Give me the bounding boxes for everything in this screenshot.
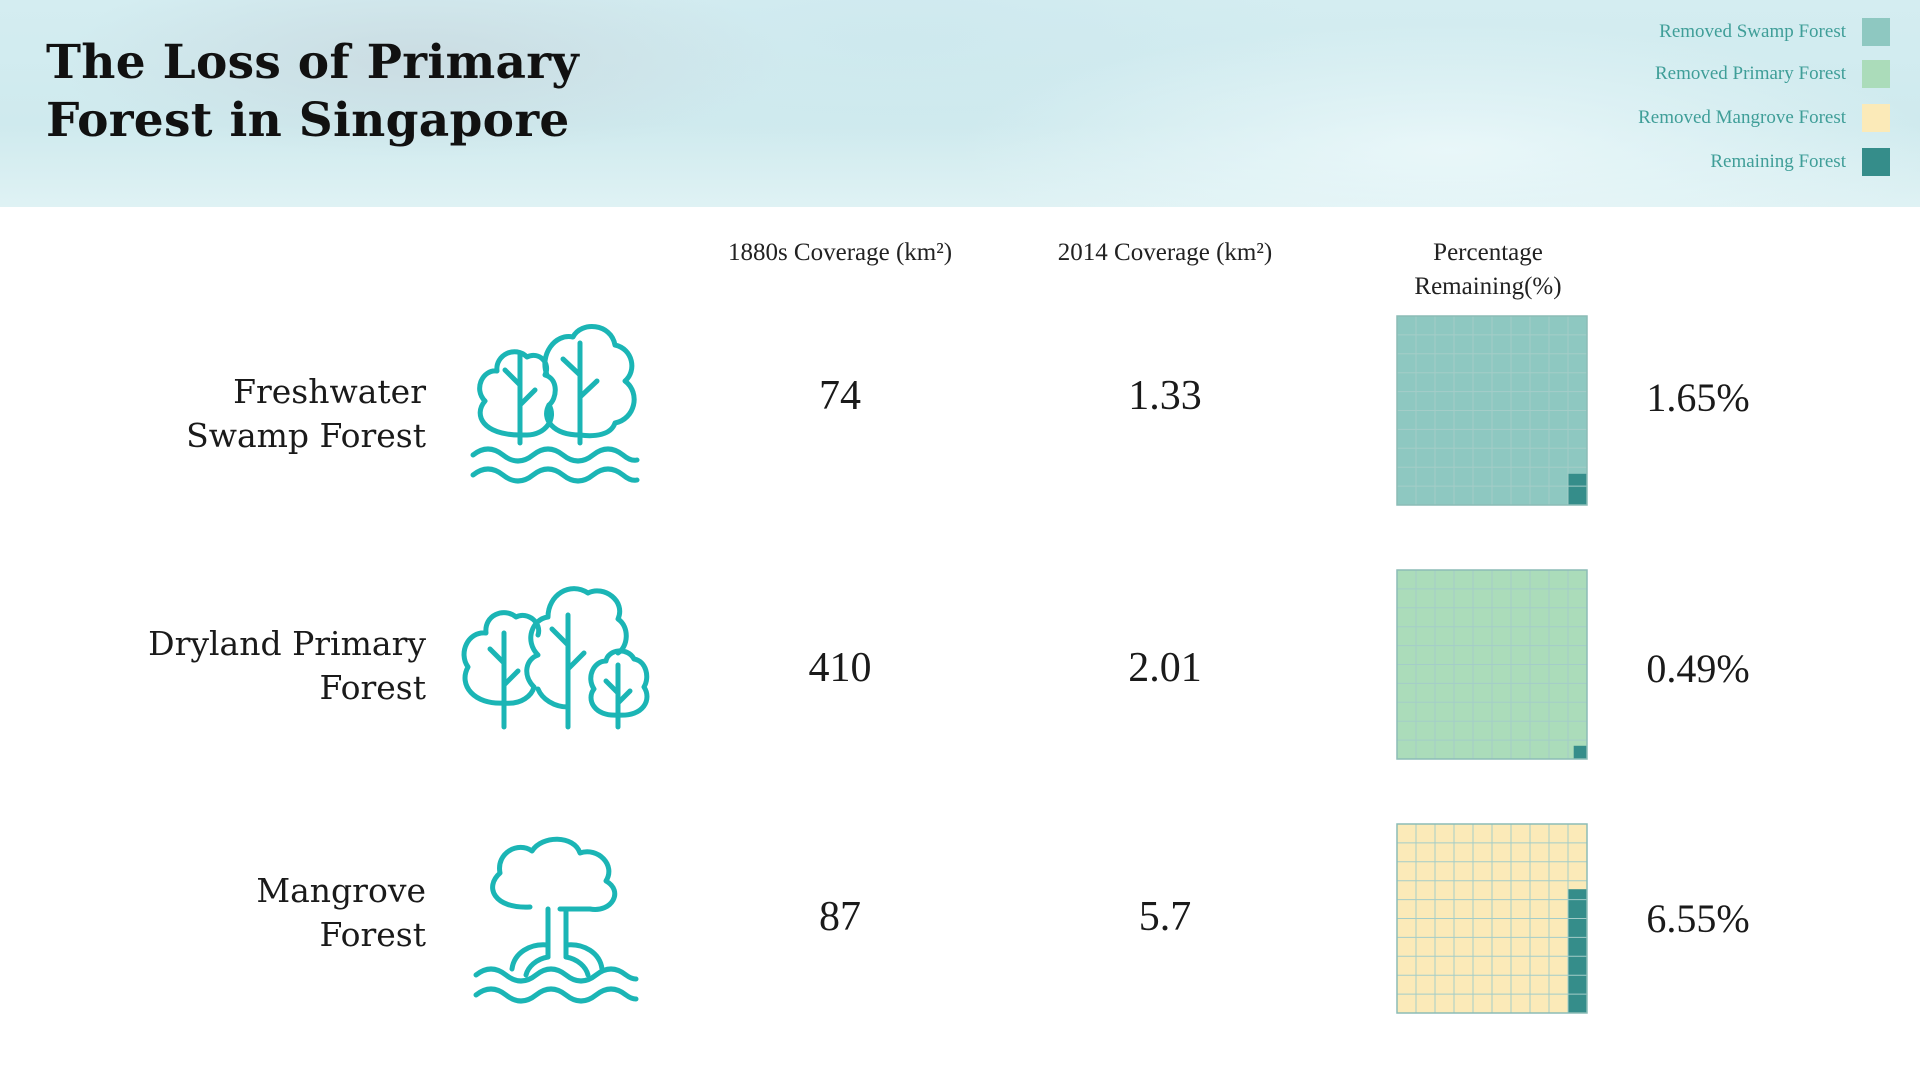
waffle-swamp [1396,315,1588,506]
legend-item-removed-primary: Removed Primary Forest [1655,60,1890,88]
waffle-remaining-partial-cell [1573,745,1587,759]
waffle-remaining-cell [1568,956,1587,976]
column-header-1880s: 1880s Coverage (km²) [727,239,953,266]
waffle-mangrove [1396,823,1588,1014]
value-2014-mangrove: 5.7 [1138,894,1192,940]
waffle-remaining-cell [1568,918,1587,938]
value-1880s-swamp: 74 [819,373,861,419]
waffle-dryland [1396,569,1588,760]
column-header-2014: 2014 Coverage (km²) [1057,239,1273,266]
legend-item-removed-mangrove: Removed Mangrove Forest [1638,104,1890,132]
legend-label: Removed Mangrove Forest [1638,107,1846,128]
value-1880s-dryland: 410 [808,645,872,691]
header-banner: The Loss of Primary Forest in Singapore … [0,0,1920,207]
waffle-remaining-partial-cell [1568,473,1587,487]
waffle-remaining-cell [1568,486,1587,505]
waffle-remaining-partial-cell [1568,889,1587,900]
value-2014-swamp: 1.33 [1128,373,1202,419]
dryland-forest-icon [461,586,650,730]
legend: Removed Swamp Forest Removed Primary For… [1470,18,1890,188]
value-1880s-mangrove: 87 [819,894,861,940]
percent-remaining-mangrove: 6.55% [1646,896,1750,941]
row-label-dryland: Dryland Primary Forest [148,624,426,707]
legend-label: Removed Primary Forest [1654,63,1846,84]
row-label-mangrove: Mangrove Forest [256,871,426,954]
waffle-remaining-cell [1568,899,1587,919]
mangrove-forest-icon [473,836,639,1004]
legend-swatch [1862,60,1890,88]
legend-swatch [1862,104,1890,132]
waffle-border [1396,823,1588,1014]
column-header-percentage: Percentage Remaining(%) [1414,239,1562,300]
percent-remaining-dryland: 0.49% [1646,646,1750,691]
page-title: The Loss of Primary Forest in Singapore [46,35,579,148]
swamp-forest-icon [470,324,640,484]
legend-item-remaining: Remaining Forest [1710,148,1890,176]
legend-label: Removed Swamp Forest [1659,21,1846,42]
percent-remaining-swamp: 1.65% [1646,375,1750,420]
waffle-border [1396,315,1588,506]
legend-item-removed-swamp: Removed Swamp Forest [1659,18,1890,46]
waffle-remaining-cell [1568,994,1587,1013]
legend-swatch [1862,18,1890,46]
waffle-remaining-cell [1568,975,1587,995]
legend-swatch [1862,148,1890,176]
waffle-remaining-cell [1568,937,1587,957]
row-label-swamp: Freshwater Swamp Forest [186,372,426,455]
value-2014-dryland: 2.01 [1128,645,1202,691]
waffle-border [1396,569,1588,760]
legend-label: Remaining Forest [1710,151,1846,172]
